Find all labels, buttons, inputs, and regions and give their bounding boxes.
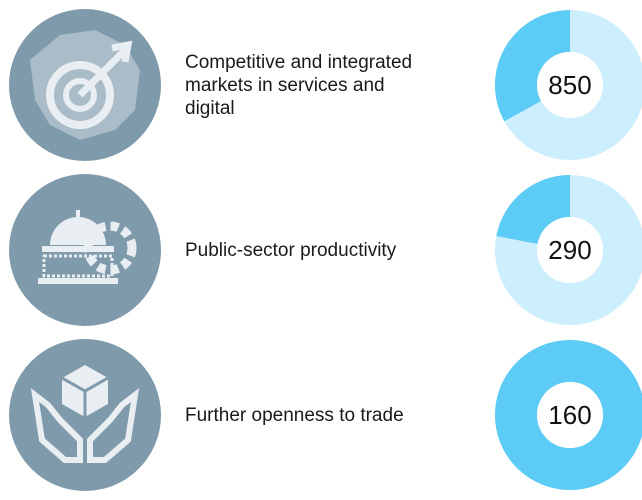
donut-center — [537, 217, 603, 283]
item-label: Public-sector productivity — [185, 240, 397, 261]
item-value: 850 — [548, 70, 591, 100]
donut-share — [495, 175, 642, 325]
item-label: digital — [185, 98, 235, 119]
item-value: 160 — [548, 400, 591, 430]
donut-center — [537, 52, 603, 118]
donut-share — [495, 10, 642, 160]
item-value: 290 — [548, 235, 591, 265]
item-label: Competitive and integrated — [185, 52, 412, 73]
icon-markets — [9, 9, 161, 161]
item-label: markets in services and — [185, 75, 385, 96]
item-label: Further openness to trade — [185, 405, 404, 426]
icon-public-sector — [9, 174, 161, 326]
icon-trade — [9, 339, 161, 491]
donut-share — [495, 340, 642, 490]
donut-center — [537, 382, 603, 448]
